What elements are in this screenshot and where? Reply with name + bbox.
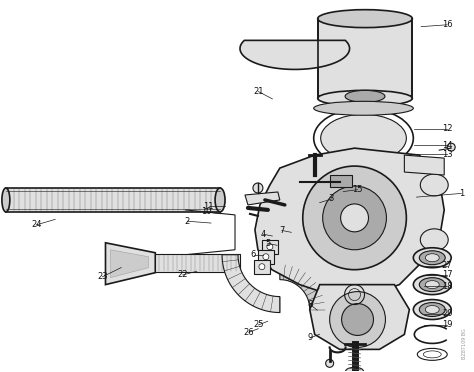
Text: 20: 20 (442, 310, 452, 318)
Bar (258, 250, 274, 264)
Bar (329, 175, 352, 187)
Ellipse shape (2, 188, 10, 212)
Bar (254, 260, 270, 274)
Text: 18: 18 (442, 282, 453, 291)
Ellipse shape (318, 10, 412, 28)
Polygon shape (240, 41, 350, 70)
Bar (6, 188, 220, 212)
Text: 11: 11 (203, 202, 214, 211)
Ellipse shape (413, 248, 451, 268)
Polygon shape (255, 148, 444, 295)
Ellipse shape (413, 275, 451, 295)
Ellipse shape (346, 367, 364, 372)
Ellipse shape (413, 299, 451, 320)
Polygon shape (404, 155, 444, 175)
Ellipse shape (321, 114, 406, 162)
Ellipse shape (419, 251, 445, 265)
Text: 9: 9 (308, 333, 313, 343)
Polygon shape (222, 255, 280, 312)
Text: 19: 19 (442, 321, 452, 330)
Circle shape (323, 186, 386, 250)
Text: 26: 26 (244, 328, 254, 337)
Text: 14: 14 (442, 141, 452, 150)
Text: BZ87109 BG: BZ87109 BG (462, 328, 467, 359)
Bar (155, 254, 240, 272)
Ellipse shape (425, 305, 439, 314)
Circle shape (303, 166, 406, 270)
Bar (318, 19, 412, 96)
Circle shape (329, 292, 385, 347)
Ellipse shape (419, 278, 445, 292)
Text: 22: 22 (177, 270, 188, 279)
Text: 23: 23 (97, 272, 108, 281)
Polygon shape (310, 285, 410, 349)
Text: 5: 5 (265, 239, 270, 248)
Polygon shape (110, 250, 148, 278)
Polygon shape (245, 192, 280, 205)
Text: 8: 8 (308, 300, 313, 309)
Text: 13: 13 (442, 150, 453, 159)
Bar (262, 240, 278, 254)
Ellipse shape (425, 280, 439, 289)
Text: 17: 17 (442, 270, 453, 279)
Ellipse shape (345, 90, 385, 102)
Text: 24: 24 (31, 221, 42, 230)
Text: 27: 27 (442, 261, 453, 270)
Text: 25: 25 (253, 321, 264, 330)
Circle shape (253, 183, 263, 193)
Circle shape (341, 204, 368, 232)
Circle shape (259, 264, 265, 270)
Text: 21: 21 (253, 87, 264, 96)
Text: 1: 1 (459, 189, 464, 198)
Text: 4: 4 (260, 230, 265, 239)
Text: 2: 2 (185, 217, 190, 226)
Circle shape (342, 304, 374, 336)
Text: 10: 10 (201, 208, 211, 217)
Circle shape (447, 143, 455, 151)
Ellipse shape (215, 188, 225, 212)
Text: 15: 15 (352, 185, 363, 194)
Text: 7: 7 (279, 226, 284, 235)
Ellipse shape (425, 254, 439, 262)
Ellipse shape (420, 174, 448, 196)
Polygon shape (106, 243, 155, 285)
Ellipse shape (419, 302, 445, 317)
Circle shape (326, 359, 334, 367)
Text: 3: 3 (329, 195, 334, 203)
Ellipse shape (318, 90, 412, 106)
Polygon shape (280, 265, 325, 310)
Circle shape (267, 244, 273, 250)
Text: 16: 16 (442, 20, 453, 29)
Circle shape (263, 254, 269, 260)
Text: 6: 6 (251, 250, 256, 259)
Ellipse shape (420, 229, 448, 251)
Text: 12: 12 (442, 124, 452, 133)
Ellipse shape (314, 101, 413, 115)
